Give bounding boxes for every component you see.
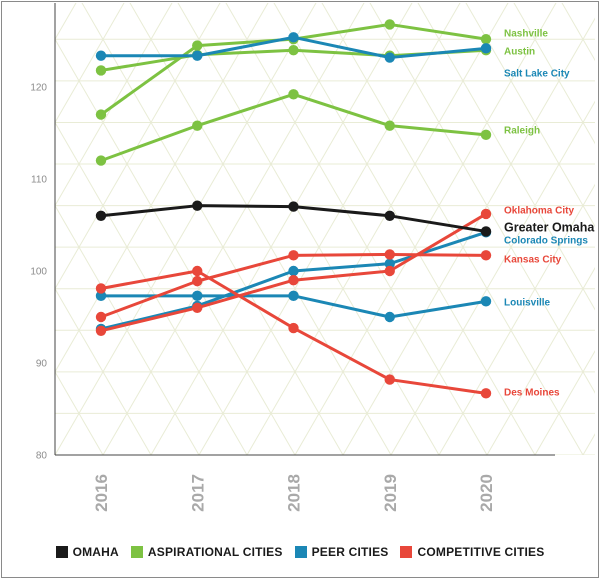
series-label: Kansas City <box>504 255 562 266</box>
y-tick-label: 100 <box>30 267 47 278</box>
series-raleigh <box>95 89 492 166</box>
data-point <box>95 65 107 76</box>
data-point <box>480 296 492 307</box>
data-point <box>192 265 203 277</box>
legend-label-competitive: COMPETITIVE CITIES <box>417 545 545 559</box>
data-point <box>192 200 203 211</box>
data-point <box>288 290 299 302</box>
data-point <box>288 89 299 100</box>
series-louisville <box>95 290 492 323</box>
data-point <box>480 43 492 54</box>
chart-legend: OMAHA ASPIRATIONAL CITIES PEER CITIES CO… <box>0 545 600 559</box>
data-point <box>288 45 299 56</box>
x-tick-label: 2020 <box>477 474 496 512</box>
legend-label-aspirational: ASPIRATIONAL CITIES <box>147 545 283 559</box>
legend-label-omaha: OMAHA <box>72 545 119 559</box>
series-label: Colorado Springs <box>504 236 588 247</box>
data-point <box>192 120 203 131</box>
y-tick-label: 110 <box>31 175 47 186</box>
data-point <box>288 322 299 334</box>
data-point <box>480 129 492 141</box>
data-point <box>384 374 395 385</box>
series-label: Raleigh <box>504 126 540 137</box>
data-point <box>95 290 107 302</box>
chart-axes: 80 90 100 110 120 2016 2017 2018 2019 2020 <box>30 3 555 512</box>
data-point <box>95 155 107 166</box>
data-point <box>384 265 395 277</box>
series-label: Nashville <box>504 29 548 40</box>
grid-lines <box>55 3 595 455</box>
series-austin <box>95 45 492 76</box>
legend-item-competitive: COMPETITIVE CITIES <box>400 545 544 559</box>
data-point <box>384 311 395 323</box>
y-tick-label: 90 <box>36 359 48 370</box>
data-point <box>288 201 299 212</box>
series-label: Greater Omaha <box>504 221 595 235</box>
legend-item-peer: PEER CITIES <box>294 545 389 559</box>
legend-item-omaha: OMAHA <box>55 545 119 559</box>
series-greater-omaha <box>95 200 492 237</box>
legend-label-peer: PEER CITIES <box>311 545 389 559</box>
series-oklahoma-city <box>95 208 492 336</box>
data-point <box>288 32 299 43</box>
chart-grid <box>55 3 595 455</box>
data-point <box>384 210 395 221</box>
x-tick-label: 2019 <box>381 474 400 512</box>
series-labels: Nashville Austin Salt Lake City Raleigh Grea… <box>504 29 595 399</box>
series-label: Oklahoma City <box>504 206 574 217</box>
series-label: Salt Lake City <box>504 69 570 80</box>
data-point <box>192 40 203 51</box>
data-point <box>95 210 107 221</box>
data-point <box>480 250 492 261</box>
data-point <box>384 120 395 131</box>
chart-series <box>95 19 492 399</box>
data-point <box>95 109 107 120</box>
data-point <box>288 250 299 261</box>
data-point <box>95 283 107 294</box>
x-tick-label: 2016 <box>92 474 111 512</box>
data-point <box>95 50 107 61</box>
y-tick-label: 120 <box>30 83 47 94</box>
series-kansas-city <box>95 249 492 323</box>
series-label: Louisville <box>504 298 551 309</box>
data-point <box>480 388 492 399</box>
data-point <box>192 302 203 313</box>
data-point <box>288 275 299 286</box>
legend-swatch-omaha <box>55 546 68 558</box>
legend-swatch-aspirational <box>130 546 143 558</box>
data-point <box>384 249 395 260</box>
data-point <box>384 52 395 63</box>
y-tick-label: 80 <box>36 451 48 462</box>
data-point <box>192 50 203 61</box>
data-point <box>288 265 299 277</box>
data-point <box>192 290 203 302</box>
x-tick-label: 2017 <box>188 474 207 512</box>
legend-swatch-competitive <box>400 546 413 558</box>
data-point <box>192 275 203 287</box>
data-point <box>480 226 492 237</box>
data-point <box>95 311 107 323</box>
data-point <box>480 33 492 45</box>
x-tick-label: 2018 <box>285 474 304 512</box>
legend-swatch-peer <box>294 546 307 558</box>
data-point <box>480 208 492 220</box>
series-label: Des Moines <box>504 388 560 399</box>
data-point <box>384 19 395 30</box>
legend-item-aspirational: ASPIRATIONAL CITIES <box>130 545 283 559</box>
data-point <box>95 325 107 336</box>
data-point <box>384 258 395 269</box>
series-label: Austin <box>504 47 535 58</box>
series-salt-lake-city <box>95 32 492 63</box>
series-des-moines <box>95 265 492 399</box>
